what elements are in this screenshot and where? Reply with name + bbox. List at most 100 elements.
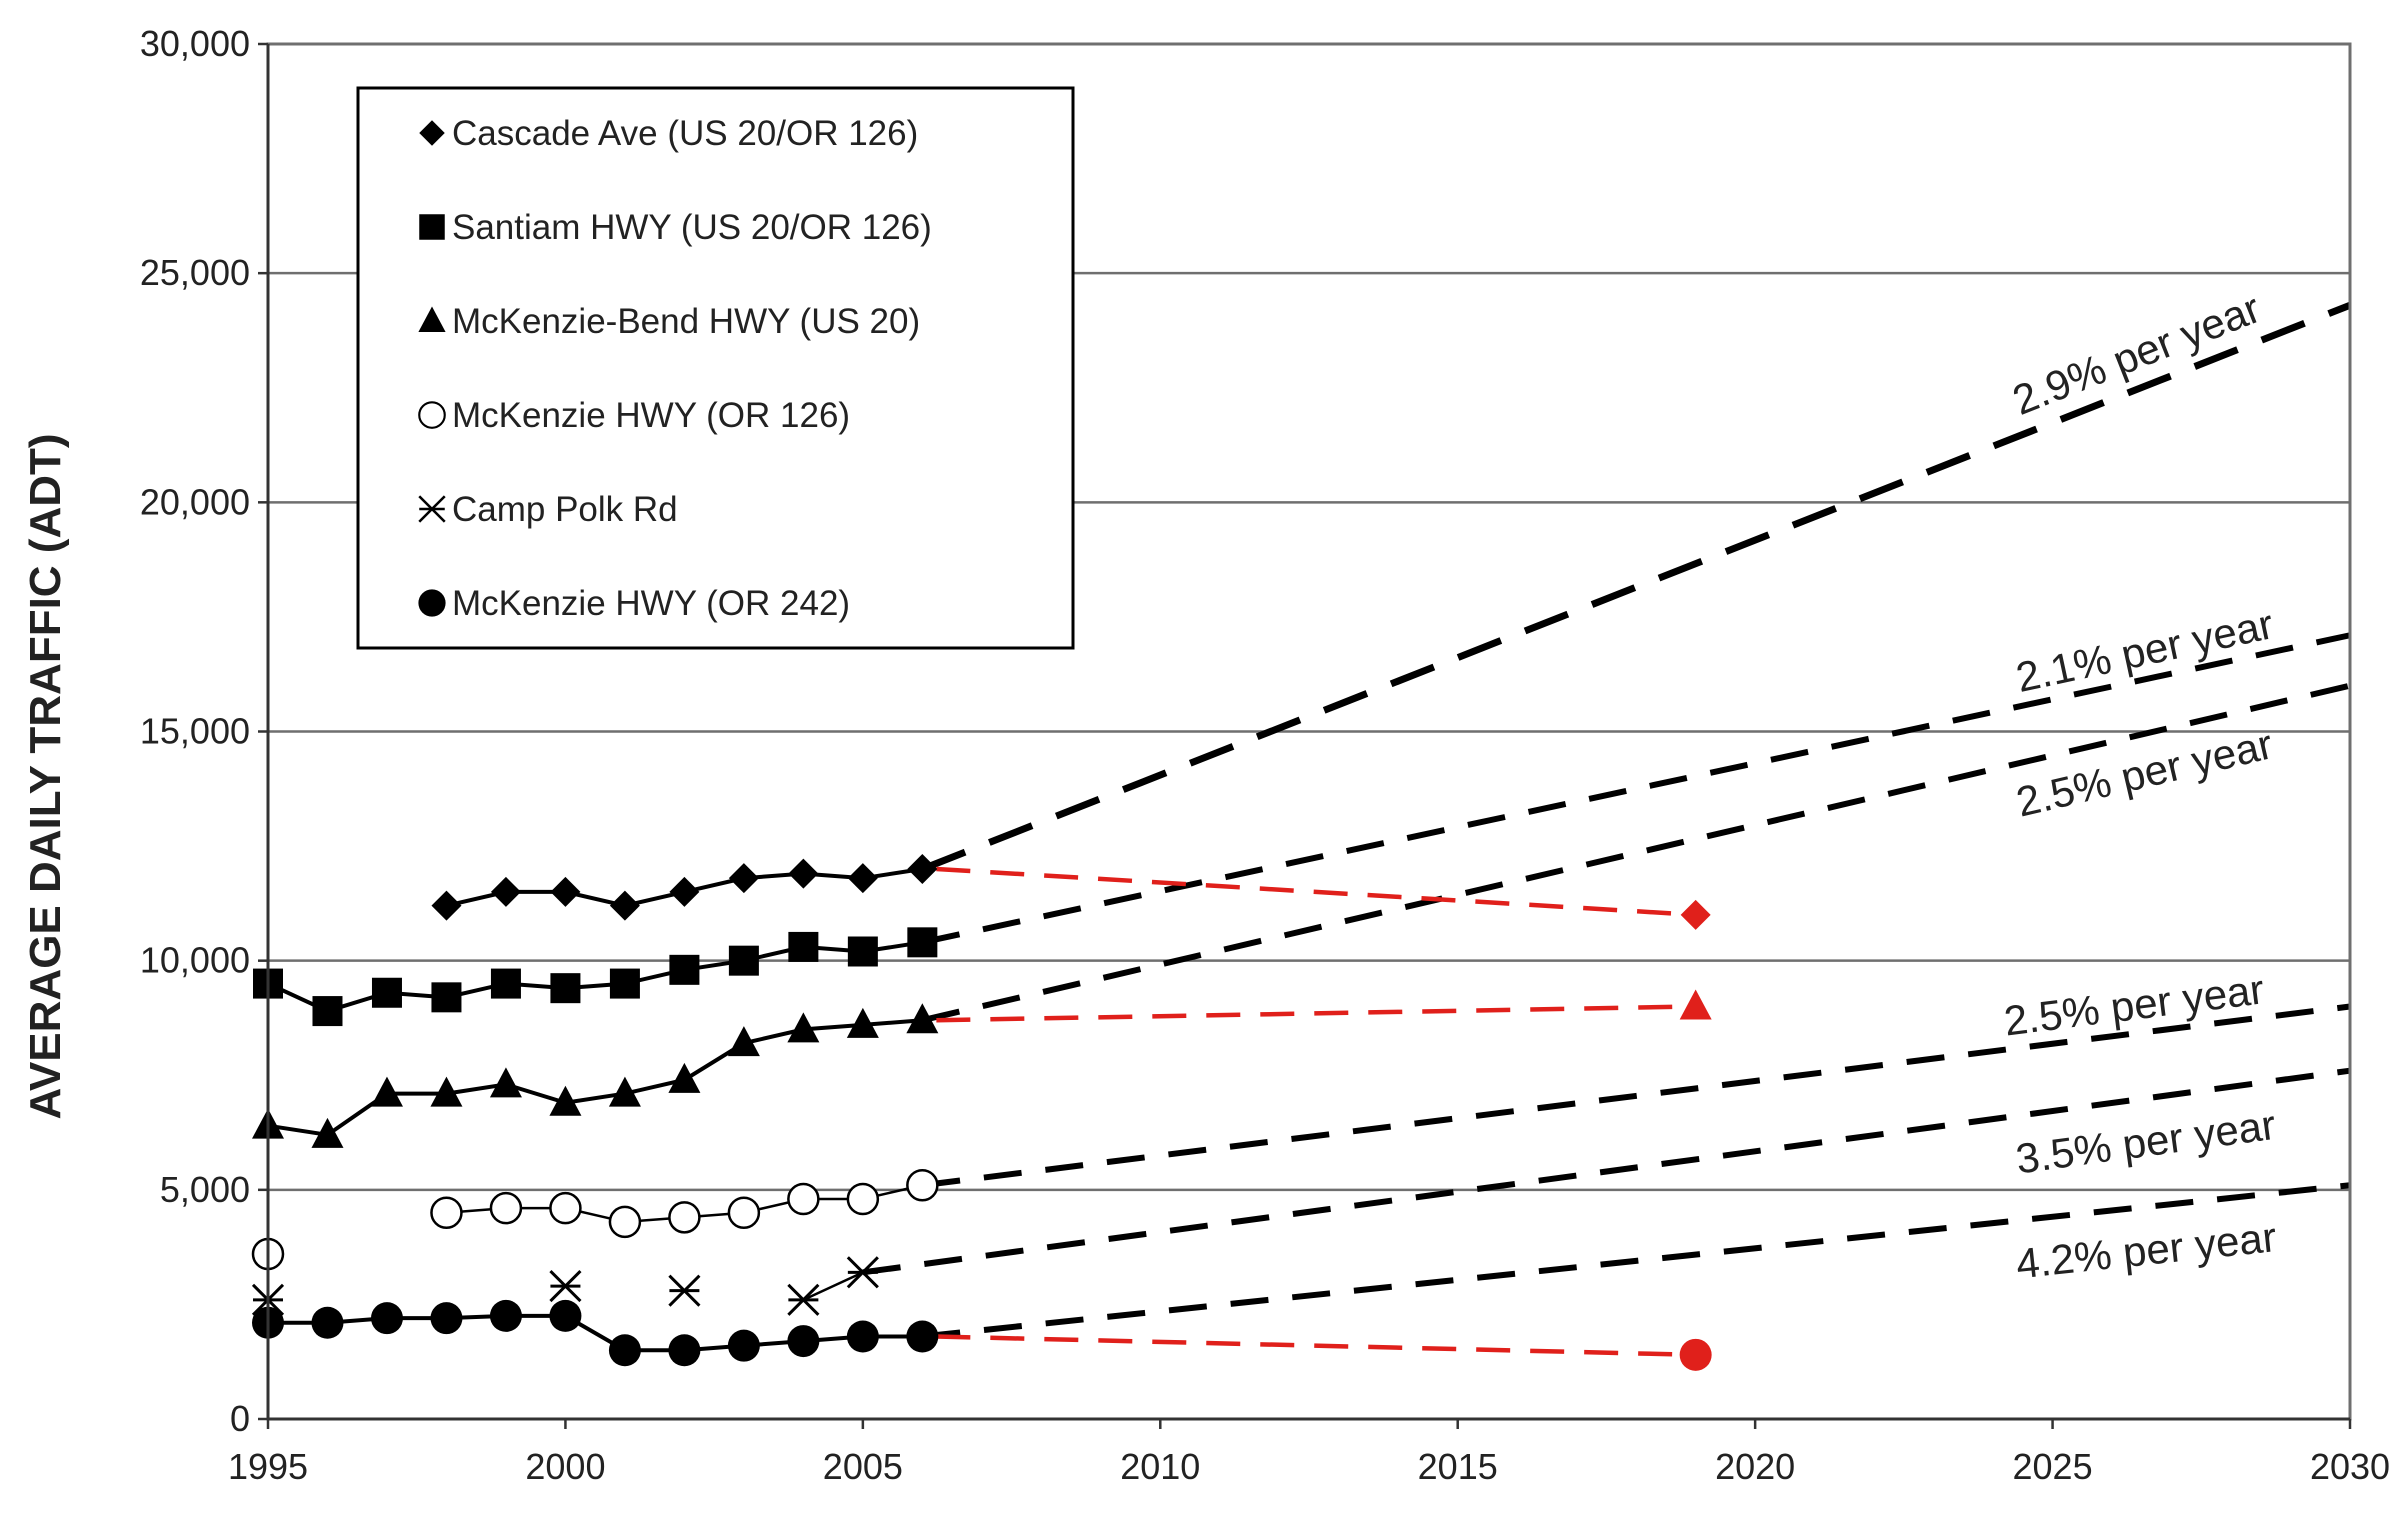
data-point-2001 (608, 1334, 641, 1367)
data-point-2006 (907, 854, 938, 884)
legend-label: McKenzie-Bend HWY (US 20) (452, 302, 920, 341)
data-point-2000 (550, 973, 581, 1004)
series-line (267, 940, 923, 1014)
y-tick-label: 30,000 (140, 23, 250, 64)
x-tick-label: 1995 (228, 1446, 308, 1487)
data-point-1998 (431, 890, 462, 921)
observed-2019-point-mckenzie-bend-hwy-us-20 (1679, 989, 1712, 1020)
data-point-2002 (668, 1274, 701, 1307)
projection-line-4-2-per-year-5 (922, 1182, 2351, 1340)
data-point-1998 (431, 982, 462, 1013)
projection-rate-label: 2.1% per year (2012, 600, 2278, 701)
data-point-2002 (668, 1062, 701, 1093)
projection-rate-label: 2.5% per year (2001, 965, 2266, 1044)
data-point-1998 (430, 1302, 463, 1335)
data-point-2005 (847, 863, 878, 894)
data-point-2004 (788, 931, 819, 962)
y-tick-label: 0 (230, 1398, 250, 1439)
data-point-2004 (787, 1012, 820, 1043)
x-tick-label: 2025 (2013, 1446, 2093, 1487)
x-tick-label: 2000 (525, 1446, 605, 1487)
legend-item-mckenzie-hwy-or-126: McKenzie HWY (OR 126) (418, 396, 850, 435)
data-point-2000 (549, 1085, 582, 1116)
observed-2019-point-mckenzie-hwy-or-242 (1679, 1338, 1712, 1371)
y-tick-label: 15,000 (140, 711, 250, 752)
projection-line-2-5-per-year-2 (921, 682, 2351, 1024)
legend-item-cascade-ave-us-20-or-126: Cascade Ave (US 20/OR 126) (419, 114, 918, 153)
legend-item-mckenzie-hwy-or-242: McKenzie HWY (OR 242) (418, 584, 850, 623)
legend-marker (419, 214, 445, 240)
data-point-2001 (608, 1205, 642, 1239)
data-point-2004 (787, 1283, 820, 1316)
data-point-1998 (430, 1196, 463, 1229)
data-series (251, 854, 939, 1367)
data-point-1999 (489, 1299, 522, 1332)
legend-marker (418, 589, 446, 617)
axis-ticks: 0 5,000 10,000 15,000 20,000 25,000 30,000 1995… (140, 23, 2390, 1487)
projection-rate-label: 4.2% per year (2014, 1213, 2279, 1287)
data-point-2000 (549, 1299, 582, 1332)
y-tick-label: 5,000 (160, 1169, 250, 1210)
observed-line-mckenzie-hwy-or-242 (936, 1334, 1696, 1358)
data-point-2003 (727, 1026, 760, 1057)
data-point-1997 (371, 977, 402, 1008)
data-point-1999 (490, 968, 521, 999)
y-tick-label: 25,000 (140, 252, 250, 293)
series-santiam-hwy-us-20-or-126 (253, 927, 938, 1027)
data-point-1996 (311, 1117, 344, 1148)
observed-line-mckenzie-bend-hwy-us-20 (936, 1004, 1696, 1023)
legend-item-camp-polk-rd: Camp Polk Rd (418, 490, 678, 529)
data-point-2006 (906, 1320, 939, 1353)
data-point-2000 (549, 1270, 582, 1303)
data-point-2005 (846, 1182, 880, 1216)
data-point-1996 (312, 996, 343, 1027)
legend-marker (418, 306, 446, 333)
legend-label: Camp Polk Rd (452, 490, 678, 529)
data-point-2005 (846, 1320, 879, 1353)
data-point-2006 (906, 1169, 939, 1202)
observed-line-cascade-ave-us-20-or-126 (936, 866, 1696, 918)
legend-marker (418, 401, 446, 429)
legend-marker (419, 120, 445, 146)
legend: Cascade Ave (US 20/OR 126) Santiam HWY (U… (356, 86, 1075, 650)
data-point-2003 (727, 1196, 761, 1229)
data-point-1999 (489, 1067, 522, 1098)
data-point-2000 (550, 876, 581, 907)
projection-line-3-5-per-year-4 (862, 1067, 2351, 1276)
data-point-2005 (846, 1007, 879, 1038)
data-point-1999 (490, 876, 521, 907)
projection-lines (862, 301, 2352, 1340)
projection-line-2-5-per-year-3 (921, 1003, 2351, 1189)
data-point-2002 (669, 954, 700, 985)
data-point-1999 (489, 1191, 523, 1225)
series-mckenzie-hwy-or-242 (252, 1299, 939, 1367)
data-point-1998 (430, 1076, 463, 1107)
data-point-2005 (846, 1256, 879, 1289)
legend-label: McKenzie HWY (OR 242) (452, 584, 850, 623)
y-axis-label: AVERAGE DAILY TRAFFIC (ADT) (21, 433, 70, 1119)
data-point-1997 (370, 1302, 403, 1335)
y-tick-label: 20,000 (140, 481, 250, 522)
data-point-2002 (669, 876, 700, 907)
data-point-2003 (728, 945, 759, 976)
legend-marker (418, 495, 446, 523)
data-point-2001 (608, 1076, 641, 1107)
x-tick-label: 2010 (1120, 1446, 1200, 1487)
data-point-2004 (788, 858, 819, 889)
data-point-2003 (727, 1329, 760, 1362)
x-tick-label: 2015 (1418, 1446, 1498, 1487)
x-tick-label: 2005 (823, 1446, 903, 1487)
data-point-2001 (609, 890, 640, 921)
data-point-2003 (728, 863, 759, 894)
data-point-1997 (370, 1076, 403, 1107)
legend-item-santiam-hwy-us-20-or-126: Santiam HWY (US 20/OR 126) (419, 208, 932, 247)
x-tick-label: 2030 (2310, 1446, 2390, 1487)
observed-2019-point-cascade-ave-us-20-or-126 (1680, 899, 1711, 930)
data-point-2001 (609, 968, 640, 999)
legend-item-mckenzie-bend-hwy-us-20: McKenzie-Bend HWY (US 20) (418, 302, 920, 341)
data-point-2002 (668, 1334, 701, 1367)
data-point-1996 (311, 1306, 344, 1339)
observed-2019-lines (936, 866, 1712, 1371)
data-point-2000 (549, 1191, 582, 1225)
